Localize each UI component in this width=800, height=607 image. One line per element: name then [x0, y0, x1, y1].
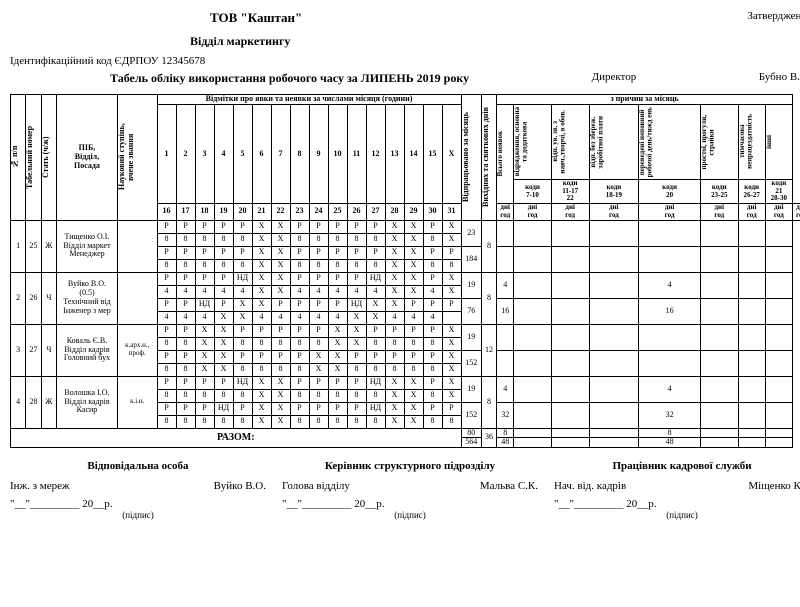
code: коди 23-25 — [700, 180, 738, 204]
code: коди 20 — [639, 180, 701, 204]
header-row: ТОВ "Каштан" Затверджено: — [10, 10, 800, 26]
id-code: Ідентифікаційний код ЄДРПОУ 12345678 — [10, 55, 800, 67]
day: 17 — [176, 204, 195, 220]
day: 18 — [195, 204, 214, 220]
hdr-r4: відп. без збереж. заробітної плати — [590, 114, 605, 171]
title-row: Табель обліку використання робочого часу… — [10, 71, 800, 86]
day: 21 — [252, 204, 271, 220]
code: коди 21 28-30 — [765, 180, 792, 204]
day: 20 — [233, 204, 252, 220]
tbody: 125ЖТищенко О.І. Відділ маркет МенеджерР… — [11, 220, 800, 428]
sig-title: Керівник структурного підрозділу — [282, 460, 538, 472]
hdr-r7: тимчасова непрацездатність — [739, 112, 754, 171]
day: 19 — [214, 204, 233, 220]
day: 11 — [347, 104, 366, 203]
hdr-r2: відрядження, основна та додаткова — [514, 105, 529, 178]
code: коди 26-27 — [738, 180, 765, 204]
director-name: Бубно В.В. — [759, 71, 800, 86]
director-label: Директор — [592, 71, 637, 86]
day: 29 — [404, 204, 423, 220]
department: Відділ маркетингу — [190, 34, 800, 49]
day: 9 — [309, 104, 328, 203]
day: 22 — [271, 204, 290, 220]
hdr-r5: переведені неповний робочої день/тижд ен… — [639, 105, 654, 179]
day: 23 — [290, 204, 309, 220]
dni-god: дні год — [514, 204, 552, 220]
total-wk: 36 — [481, 428, 496, 448]
company-name: ТОВ "Каштан" — [210, 10, 302, 26]
total: 564 — [461, 438, 481, 448]
hdr-weekends: Вихідних та святкових днів — [482, 100, 491, 214]
day: 28 — [385, 204, 404, 220]
hdr-tabno: Табельний номер — [26, 100, 35, 214]
hdr-sex: Стать (ч/ж) — [42, 100, 51, 214]
signature-section: Відповідальна особа Інж. з мережВуйко В.… — [10, 460, 800, 520]
dni-god: дні год — [792, 204, 800, 220]
code: коди 7-10 — [514, 180, 552, 204]
day: 3 — [195, 104, 214, 203]
day: 14 — [404, 104, 423, 203]
razom-label: РАЗОМ: — [11, 428, 462, 448]
dni-god: дні год — [738, 204, 765, 220]
hdr-marks: Відмітки про явки та неявки за числами м… — [157, 95, 461, 105]
dni-god: дні год — [765, 204, 792, 220]
sig-hr: Працівник кадрової служби Нач. від. кадр… — [554, 460, 800, 520]
day: X — [442, 104, 461, 203]
dni-god: дні год — [639, 204, 701, 220]
day: 7 — [271, 104, 290, 203]
day: 10 — [328, 104, 347, 203]
hdr-nn: № п/п — [11, 100, 20, 214]
code: коди 18-19 — [589, 180, 639, 204]
day: 2 — [176, 104, 195, 203]
day: 26 — [347, 204, 366, 220]
day: 30 — [423, 204, 442, 220]
day: 6 — [252, 104, 271, 203]
doc-title: Табель обліку використання робочого часу… — [110, 71, 469, 86]
day: 27 — [366, 204, 385, 220]
hdr-r1: Всього неявок — [497, 129, 505, 178]
hdr-fio: ПІБ, Відділ, Посада — [56, 95, 117, 221]
day: 8 — [290, 104, 309, 203]
hdr-r3: відп. ув. зв. з навч.,творчі, в обов. — [552, 108, 567, 176]
sig-title: Відповідальна особа — [10, 460, 266, 472]
day: 13 — [385, 104, 404, 203]
day: 25 — [328, 204, 347, 220]
day: 31 — [442, 204, 461, 220]
day: 24 — [309, 204, 328, 220]
hdr-reasons: з причин за місяць — [497, 95, 793, 105]
hdr-r8: інші — [766, 133, 774, 151]
day: 1 — [157, 104, 176, 203]
day: 5 — [233, 104, 252, 203]
dni-god: дні год — [589, 204, 639, 220]
hdr-r6: простої, прогули, страйки — [701, 113, 716, 171]
day: 4 — [214, 104, 233, 203]
day: 16 — [157, 204, 176, 220]
dni-god: дні год — [700, 204, 738, 220]
sig-responsible: Відповідальна особа Інж. з мережВуйко В.… — [10, 460, 266, 520]
approved-label: Затверджено: — [747, 10, 800, 26]
dni-god: дні год — [497, 204, 514, 220]
sig-head: Керівник структурного підрозділу Голова … — [282, 460, 538, 520]
day: 15 — [423, 104, 442, 203]
hdr-worked: Відпрацьовано за місяць — [462, 100, 471, 214]
timesheet-table: № п/п Табельний номер Стать (ч/ж) ПІБ, В… — [10, 94, 800, 448]
total-row-1: РАЗОМ: 80 36 88 — [11, 428, 800, 438]
day: 12 — [366, 104, 385, 203]
code: коди 11-17 22 — [551, 180, 589, 204]
dni-god: дні год — [551, 204, 589, 220]
sig-title: Працівник кадрової служби — [554, 460, 800, 472]
hdr-degree: Науковий ступінь, вчене звання — [118, 100, 136, 214]
